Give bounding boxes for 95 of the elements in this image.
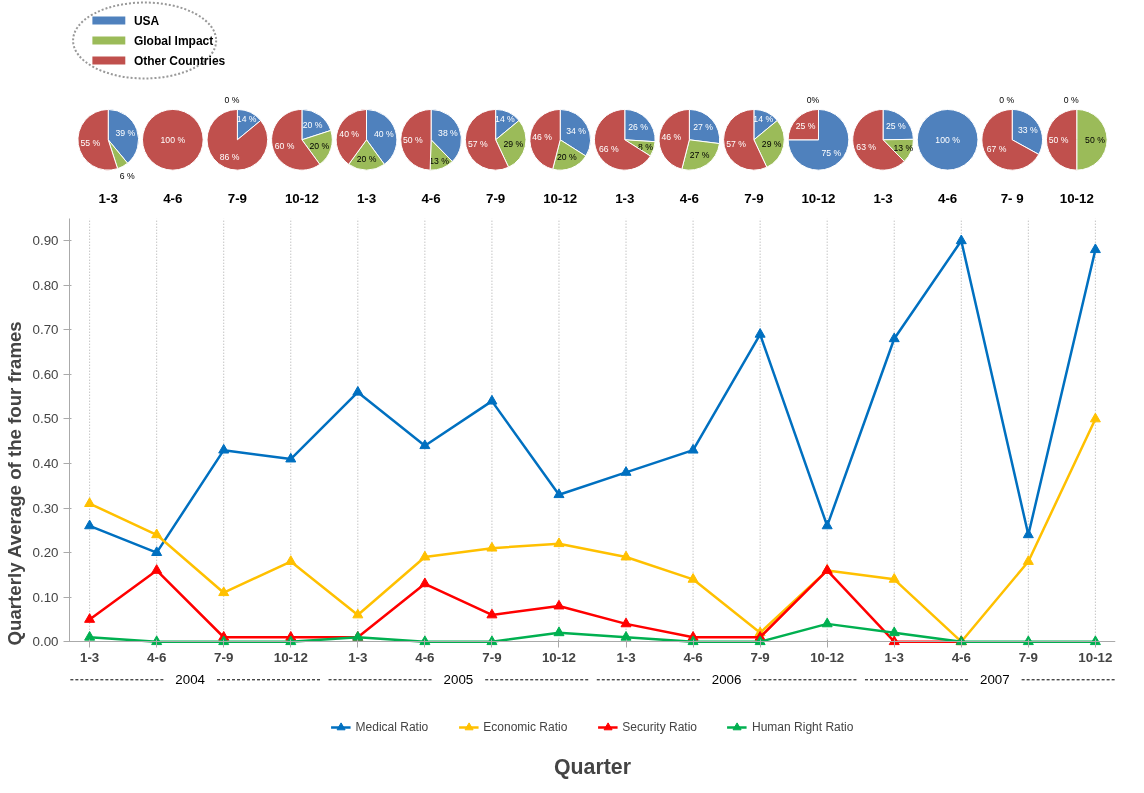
x-tick-label: 4-6 — [951, 649, 971, 665]
x-tick-label: 4-6 — [147, 649, 167, 665]
text: 7- 9 — [1000, 190, 1024, 206]
text: 4-6 — [937, 190, 958, 206]
data-label: 20 % — [356, 153, 377, 164]
data-label: 100 % — [935, 134, 961, 145]
x-tick-label: 7-9 — [1018, 649, 1038, 665]
data-label: 67 % — [986, 144, 1007, 155]
x-tick-label: 10-12 — [1078, 649, 1113, 665]
data-label: 20 % — [557, 152, 578, 163]
text: 7-9 — [744, 190, 764, 206]
data-label: 57 % — [726, 138, 747, 149]
data-label: 14 % — [236, 114, 257, 125]
data-label: 46 % — [661, 132, 682, 143]
legend-label: Human Right Ratio — [752, 720, 854, 734]
x-tick-label: 10-12 — [541, 649, 577, 665]
data-label: 33 % — [1018, 125, 1039, 136]
y-tick-label: 0.20 — [32, 545, 59, 561]
data-label: 75 % — [821, 148, 842, 159]
x-tick-label: 7-9 — [214, 649, 234, 665]
x-tick-label: 1-3 — [884, 649, 904, 665]
data-label: 20 % — [302, 119, 323, 130]
data-label: 46 % — [532, 132, 553, 143]
data-label: 50 % — [1085, 134, 1106, 145]
x-axis-title: Quarter — [553, 754, 632, 779]
text: 10-12 — [1059, 190, 1094, 206]
text: 2005 — [443, 672, 474, 688]
y-tick-label: 0.30 — [32, 500, 59, 516]
data-label: 29 % — [761, 138, 782, 149]
y-tick-label: 0.00 — [32, 634, 59, 650]
x-tick-label: 1-3 — [616, 649, 636, 665]
text: 10-12 — [543, 190, 578, 206]
data-label: 6 % — [119, 170, 136, 181]
text: 2004 — [175, 672, 206, 688]
text: 10-12 — [284, 190, 319, 206]
data-label: 14 % — [495, 114, 516, 125]
x-tick-label: 1-3 — [348, 649, 368, 665]
text: 1-3 — [98, 190, 118, 206]
data-label: 29 % — [503, 138, 524, 149]
data-label: 40 % — [339, 128, 360, 139]
data-label: 26 % — [628, 121, 649, 132]
text: 1-3 — [356, 190, 377, 206]
y-tick-label: 0.40 — [32, 456, 59, 472]
text: 1-3 — [615, 190, 635, 206]
legend-label: Security Ratio — [622, 720, 698, 734]
text: 0 % — [224, 95, 240, 106]
data-label: 20 % — [309, 140, 330, 151]
y-tick-label: 0.50 — [32, 411, 59, 427]
x-tick-label: 4-6 — [415, 649, 435, 665]
y-axis-title: Quarterly Average of the four frames — [3, 321, 25, 646]
legend-label: Other Countries — [133, 53, 226, 68]
text: 4-6 — [679, 190, 699, 206]
data-label: 27 % — [693, 122, 714, 133]
data-label: 66 % — [598, 143, 619, 154]
x-tick-label: 10-12 — [810, 649, 845, 665]
x-tick-label: 10-12 — [273, 649, 308, 665]
text: 4-6 — [163, 190, 183, 206]
legend-label: Economic Ratio — [483, 720, 568, 734]
data-label: 50 % — [1048, 134, 1069, 145]
x-tick-label: 7-9 — [750, 649, 770, 665]
data-label: 25 % — [885, 121, 906, 132]
y-tick-label: 0.60 — [32, 366, 59, 382]
data-label: 34 % — [566, 125, 587, 136]
x-tick-label: 1-3 — [79, 649, 100, 665]
data-label: 60 % — [274, 140, 295, 151]
data-label: 39 % — [115, 128, 136, 139]
data-label: 25 % — [795, 121, 816, 132]
data-label: 38 % — [438, 127, 459, 138]
text: 0% — [806, 95, 820, 106]
text: 0 % — [1063, 95, 1079, 106]
legend-label: Global Impact — [133, 33, 214, 48]
text: 7-9 — [227, 190, 248, 206]
y-tick-label: 0.70 — [32, 322, 59, 338]
legend-label: Medical Ratio — [355, 720, 429, 734]
y-tick-label: 0.10 — [32, 589, 59, 605]
text: 7-9 — [486, 190, 506, 206]
data-label: 55 % — [80, 137, 101, 148]
text: 2007 — [979, 672, 1010, 688]
text: 10-12 — [801, 190, 836, 206]
text: 1-3 — [873, 190, 893, 206]
x-tick-label: 4-6 — [683, 649, 703, 665]
text: 0 % — [999, 95, 1015, 106]
legend-label: USA — [133, 13, 160, 28]
data-label: 63 % — [856, 141, 877, 152]
y-tick-label: 0.80 — [32, 277, 59, 293]
y-tick-label: 0.90 — [32, 233, 59, 249]
data-label: 40 % — [373, 128, 394, 139]
text: 2006 — [711, 672, 742, 688]
data-label: 100 % — [160, 134, 186, 145]
text: 4-6 — [421, 190, 441, 206]
data-label: 57 % — [468, 138, 489, 149]
x-tick-label: 7-9 — [482, 649, 502, 665]
data-label: 50 % — [403, 134, 424, 145]
data-label: 86 % — [219, 151, 240, 162]
data-label: 27 % — [689, 150, 710, 161]
